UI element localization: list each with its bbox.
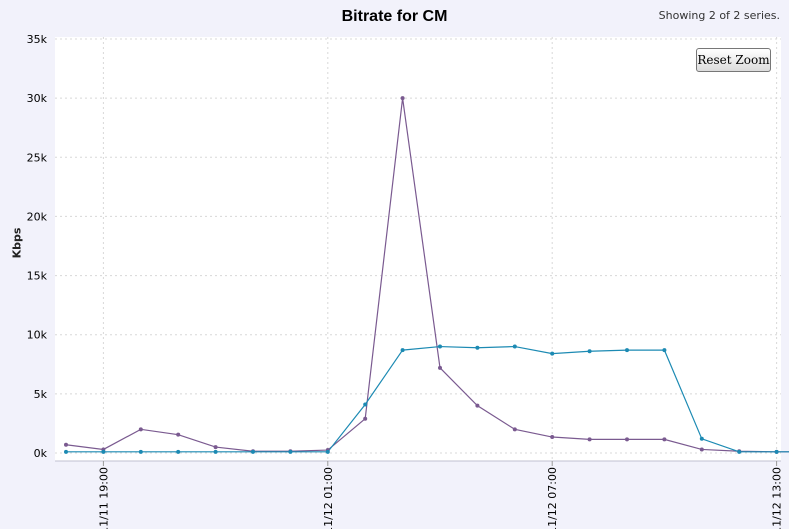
x-axis-ticks: 11/11 19:00 11/12 01:00 11/12 07:00 11/12 1… [97,461,784,529]
data-point[interactable] [625,348,629,353]
data-point[interactable] [138,449,143,454]
data-point[interactable] [699,436,704,441]
y-axis-ticks: 0k 5k 10k 15k 20k 25k 30k 35k [27,33,48,460]
data-point[interactable] [64,449,68,454]
data-point[interactable] [251,449,255,454]
data-point[interactable] [475,403,480,408]
y-tick-label: 35k [27,33,48,46]
data-point[interactable] [662,348,667,353]
data-point[interactable] [438,365,442,370]
data-point[interactable] [138,427,143,432]
x-tick-label: 11/12 01:00 [322,467,335,529]
plot-background [55,37,781,461]
data-point[interactable] [512,427,517,432]
data-point[interactable] [176,432,181,437]
data-point[interactable] [64,442,68,447]
data-point[interactable] [774,449,779,454]
data-point[interactable] [699,447,704,452]
y-tick-label: 30k [27,92,48,105]
data-point[interactable] [587,437,592,442]
data-point[interactable] [213,445,218,450]
data-point[interactable] [662,437,667,442]
data-point[interactable] [400,96,405,101]
y-tick-label: 20k [27,210,48,223]
series-points [64,96,779,454]
data-point[interactable] [587,349,592,354]
grid-lines [55,37,781,461]
data-point[interactable] [101,449,106,454]
data-point[interactable] [438,344,442,349]
data-point[interactable] [400,348,405,353]
x-tick-label: 11/11 19:00 [97,467,110,529]
y-tick-label: 25k [27,151,48,164]
data-point[interactable] [512,344,517,349]
data-point[interactable] [550,435,555,440]
data-point[interactable] [176,449,181,454]
data-point[interactable] [475,345,480,350]
series-count-text: Showing 2 of 2 series. [658,9,780,22]
data-point[interactable] [325,449,330,454]
data-point[interactable] [213,449,218,454]
data-point[interactable] [737,449,742,454]
y-tick-label: 10k [27,329,48,342]
reset-zoom-button[interactable]: Reset Zoom [696,48,771,72]
data-point[interactable] [625,437,629,442]
y-tick-label: 15k [27,270,48,283]
data-point[interactable] [550,351,555,356]
x-tick-label: 11/12 07:00 [546,467,559,529]
data-point[interactable] [363,402,368,407]
chart-title: Bitrate for CM [341,8,448,25]
x-tick-label: 11/12 13:00 [771,467,784,529]
data-point[interactable] [288,449,293,454]
y-tick-label: 0k [34,447,48,460]
data-point[interactable] [363,416,368,421]
y-tick-label: 5k [34,388,48,401]
